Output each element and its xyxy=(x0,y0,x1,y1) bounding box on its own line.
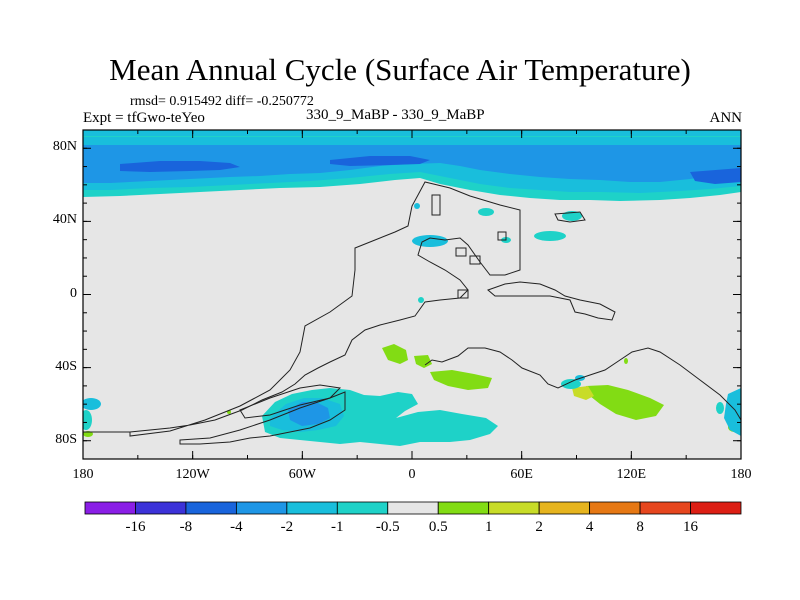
y-tick-label: 40N xyxy=(52,212,77,228)
colorbar-swatch xyxy=(135,501,187,515)
warm-patch-4 xyxy=(586,385,664,420)
colorbar-label: 2 xyxy=(535,519,543,535)
x-tick-label: 180 xyxy=(730,467,752,482)
colorbar-swatch xyxy=(538,501,591,515)
colorbar-swatch xyxy=(690,501,742,515)
x-tick-label: 60W xyxy=(288,467,316,482)
x-tick-label: 120W xyxy=(175,467,210,482)
x-tick-label: 120E xyxy=(616,467,647,482)
outline-south-sub-2 xyxy=(239,384,342,419)
outline-north-island-5 xyxy=(497,231,507,241)
x-tick-label: 60E xyxy=(510,467,533,482)
colorbar-label: -2 xyxy=(280,519,294,535)
patch-n-5 xyxy=(414,203,420,209)
colorbar-swatch xyxy=(387,501,439,515)
y-tick-label: 40S xyxy=(55,358,77,374)
warm-patch-5 xyxy=(572,386,594,400)
patch-n-7 xyxy=(418,297,424,303)
outline-north-island-2 xyxy=(431,194,441,216)
colorbar-label: -1 xyxy=(331,519,344,535)
colorbar-label: -0.5 xyxy=(375,519,400,535)
stats-text: rmsd= 0.915492 diff= -0.250772 xyxy=(130,94,314,109)
colorbar-swatch xyxy=(235,501,288,515)
x-ticks xyxy=(82,130,742,459)
patch-n-1 xyxy=(412,235,448,247)
north-band-strong xyxy=(83,145,741,183)
warm-patch-6 xyxy=(624,358,628,364)
x-tick-label: 180 xyxy=(72,467,94,482)
north-band-deep-3 xyxy=(690,168,741,184)
outline-north-island-1 xyxy=(554,211,586,223)
experiment-label: Expt = tfGwo-teYeo xyxy=(83,110,205,126)
colorbar-swatch xyxy=(286,501,338,515)
colorbar-swatch xyxy=(488,501,540,515)
colorbar-label: -8 xyxy=(179,519,193,535)
warm-patch-3 xyxy=(430,370,492,390)
south-patch-2 xyxy=(388,396,416,408)
warm-patch-2 xyxy=(414,355,432,368)
patch-n-4 xyxy=(478,208,494,216)
north-band-deep-2 xyxy=(330,156,430,166)
outline-north-island-3 xyxy=(455,247,467,257)
north-band-deep-1 xyxy=(120,161,240,172)
outline-north-island-4 xyxy=(469,255,481,265)
patch-n-2 xyxy=(534,231,566,241)
colorbar-swatch xyxy=(639,501,691,515)
outline-west-continent xyxy=(83,181,521,437)
colorbar-label: 8 xyxy=(636,519,644,535)
south-patch-east-2 xyxy=(716,402,724,414)
colorbar-label: -16 xyxy=(125,519,146,535)
colorbar-swatch xyxy=(84,501,136,515)
y-ticks xyxy=(83,129,741,460)
land-outlines xyxy=(83,181,741,445)
colorbar-label: 16 xyxy=(683,519,699,535)
colorbar-label: -4 xyxy=(230,519,243,535)
colorbar-label: 0.5 xyxy=(428,519,448,535)
season-label: ANN xyxy=(709,110,743,126)
warm-patch-1 xyxy=(382,344,408,364)
colorbar xyxy=(84,501,742,515)
outline-north-island-6 xyxy=(457,289,469,299)
outline-south-continent xyxy=(424,347,741,421)
outline-east-landmass xyxy=(487,281,616,321)
colorbar-swatch xyxy=(437,501,490,515)
colorbar-swatch xyxy=(589,501,641,515)
colorbar-swatch xyxy=(185,501,237,515)
case-label: 330_9_MaBP - 330_9_MaBP xyxy=(306,107,485,123)
south-patch-east xyxy=(724,388,741,436)
map-field xyxy=(83,130,741,459)
south-patch-6 xyxy=(83,410,92,430)
y-tick-label: 0 xyxy=(70,285,77,301)
colorbar-label: 1 xyxy=(484,519,493,535)
figure-title: Mean Annual Cycle (Surface Air Temperatu… xyxy=(109,52,691,87)
colorbar-label: 4 xyxy=(585,519,594,535)
y-tick-label: 80S xyxy=(55,431,77,447)
outline-south-sub-1 xyxy=(179,391,346,445)
colorbar-swatch xyxy=(336,501,389,515)
x-tick-label: 0 xyxy=(408,467,416,482)
south-patch-strong xyxy=(288,402,330,426)
south-patch-5 xyxy=(83,398,101,410)
y-tick-label: 80N xyxy=(52,139,77,155)
south-patch-3 xyxy=(561,379,581,389)
